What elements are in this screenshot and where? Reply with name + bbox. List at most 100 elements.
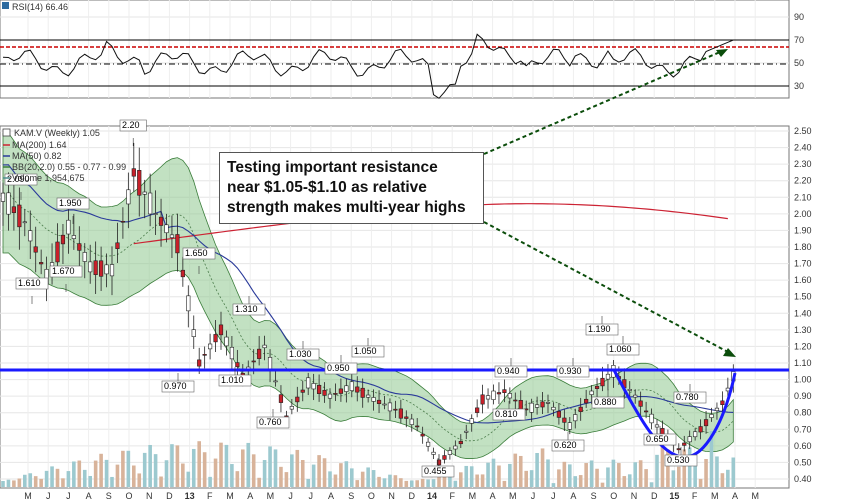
volume-bar xyxy=(148,444,152,487)
price-label-box xyxy=(15,277,49,290)
volume-bar xyxy=(409,480,414,487)
candle-body xyxy=(338,388,344,394)
candle-body xyxy=(654,424,660,428)
price-tick-label: 1.30 xyxy=(794,325,812,335)
volume-bar xyxy=(153,454,158,487)
candle-body xyxy=(698,426,703,433)
volume-bar xyxy=(202,452,207,487)
candle-body xyxy=(55,241,60,263)
x-tick-label: 15 xyxy=(669,491,679,501)
price-label: 0.970 xyxy=(164,381,187,391)
candle-body xyxy=(404,416,409,419)
x-tick-label: J xyxy=(46,491,51,501)
price-label-box xyxy=(585,323,619,336)
candle-body xyxy=(6,192,11,215)
candle-body xyxy=(442,455,447,460)
price-label: 0.930 xyxy=(559,366,582,376)
candle-body xyxy=(202,354,207,356)
price-label-box xyxy=(56,197,90,210)
x-tick-label: 14 xyxy=(427,491,437,501)
price-label: 0.940 xyxy=(497,366,520,376)
volume-bar xyxy=(480,474,485,487)
price-tick-label: 0.40 xyxy=(794,474,812,484)
candle-body xyxy=(131,168,136,177)
price-tick-label: 1.10 xyxy=(794,358,812,368)
candle-body xyxy=(66,219,71,235)
candle-body xyxy=(627,389,632,391)
price-tick-label: 1.60 xyxy=(794,275,812,285)
candle-body xyxy=(720,400,725,405)
candle-body xyxy=(191,329,196,337)
candle-body xyxy=(453,445,458,450)
candle-body xyxy=(235,362,240,368)
candle-body xyxy=(393,408,398,411)
legend-entry: BB(20,2.0) 0.55 - 0.77 - 0.99 xyxy=(12,162,126,172)
volume-bar xyxy=(333,474,338,487)
price-label: 1.190 xyxy=(588,324,611,334)
volume-bar xyxy=(660,443,665,487)
price-tick-label: 1.90 xyxy=(794,225,812,235)
price-tick-label: 2.50 xyxy=(794,126,812,136)
candle-body xyxy=(491,390,496,400)
price-label: 0.530 xyxy=(667,455,690,465)
volume-bar xyxy=(731,457,736,487)
candle-body xyxy=(703,419,709,427)
volume-bar xyxy=(279,466,283,487)
volume-bar xyxy=(557,469,561,487)
volume-bar xyxy=(17,478,22,487)
candle-body xyxy=(142,191,147,195)
volume-bar xyxy=(191,448,196,487)
candle-body xyxy=(480,394,485,405)
candle-body xyxy=(649,413,654,424)
candle-body xyxy=(485,395,491,400)
price-label: 1.010 xyxy=(221,375,244,385)
candle-body xyxy=(311,383,316,390)
volume-bar xyxy=(219,442,223,487)
volume-bars xyxy=(1,431,736,487)
volume-bar xyxy=(273,449,278,487)
volume-bar xyxy=(486,462,490,487)
candle-body xyxy=(709,414,714,418)
volume-bar xyxy=(328,471,332,487)
candle-body xyxy=(327,393,333,399)
volume-bar xyxy=(715,456,719,487)
candle-body xyxy=(382,403,387,406)
price-label-box xyxy=(4,173,38,186)
volume-bar xyxy=(126,450,131,487)
rsi-tick-label: 50 xyxy=(794,58,804,68)
volume-bar xyxy=(44,470,49,487)
annotation-line-1: Testing important resistance xyxy=(227,159,438,176)
x-tick-label: J xyxy=(309,491,314,501)
volume-bar xyxy=(399,478,403,487)
price-label: 0.950 xyxy=(327,363,350,373)
x-tick-label: M xyxy=(751,491,759,501)
x-tick-label: J xyxy=(288,491,293,501)
price-labels: 2.090 1.950 1.610 1.670 1.650 0.970 1.310 1.010… xyxy=(4,119,707,478)
volume-bar xyxy=(518,455,523,487)
price-label-box xyxy=(49,265,83,278)
price-label-box xyxy=(256,416,290,429)
volume-bar xyxy=(6,479,11,487)
price-label: 1.650 xyxy=(185,248,208,258)
candle-body xyxy=(99,260,104,277)
rsi-tick-label: 90 xyxy=(794,12,804,22)
candle-body xyxy=(126,189,131,205)
candle-body xyxy=(556,411,561,418)
volume-bar xyxy=(295,449,300,487)
candle-body xyxy=(687,436,692,443)
x-tick-label: A xyxy=(328,491,334,501)
price-label: 1.060 xyxy=(609,344,632,354)
volume-bar xyxy=(186,471,191,487)
candle-body xyxy=(567,422,572,430)
candle-body xyxy=(104,264,109,275)
volume-bar xyxy=(649,482,654,487)
volume-bar xyxy=(491,458,496,487)
price-tick-label: 2.30 xyxy=(794,159,812,169)
volume-bar xyxy=(540,448,545,487)
volume-bar xyxy=(93,460,98,487)
price-label: 0.620 xyxy=(554,440,577,450)
candle-body xyxy=(371,397,376,402)
volume-bar xyxy=(50,466,54,487)
